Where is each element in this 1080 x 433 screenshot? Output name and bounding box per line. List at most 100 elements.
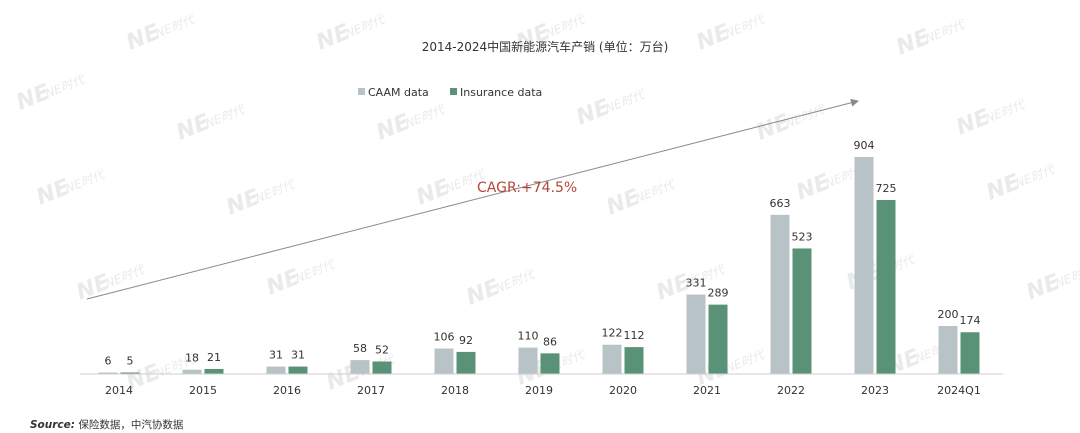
watermark-text: NE时代 (203, 102, 248, 131)
data-label: 5 (127, 355, 134, 368)
data-label: 122 (602, 327, 623, 340)
bar (960, 332, 980, 374)
data-label: 200 (938, 308, 959, 321)
bar (770, 214, 790, 374)
watermark-text: NE时代 (293, 257, 338, 286)
bar (876, 199, 896, 374)
bar (204, 368, 224, 374)
data-label: 904 (854, 139, 875, 152)
x-tick-label: 2016 (273, 384, 301, 397)
watermark-text: NE时代 (543, 12, 588, 41)
legend-item: CAAM data (358, 86, 429, 99)
bar (708, 304, 728, 374)
bar (266, 366, 286, 374)
watermark-text: NE时代 (923, 17, 968, 46)
x-tick-label: 2014 (105, 384, 133, 397)
source-note: Source: 保险数据，中汽协数据 (30, 417, 183, 432)
x-tick-label: 2023 (861, 384, 889, 397)
watermark-text: NE时代 (983, 97, 1028, 126)
x-tick-label: 2021 (693, 384, 721, 397)
watermark-text: NE时代 (43, 72, 88, 101)
bar (540, 353, 560, 374)
chart-title: 2014-2024中国新能源汽车产销 (单位：万台) (422, 39, 669, 54)
bar (182, 369, 202, 374)
legend: CAAM data Insurance data (358, 86, 542, 99)
bar (624, 347, 644, 374)
cagr-arrow (86, 98, 859, 300)
data-label: 289 (708, 287, 729, 300)
bar (938, 325, 958, 374)
data-label: 106 (434, 331, 455, 344)
bar (792, 248, 812, 374)
watermark-text: NE时代 (103, 262, 148, 291)
data-label: 174 (960, 314, 981, 327)
watermark-text: NE时代 (723, 12, 768, 41)
bar (456, 351, 476, 374)
watermark-text: NE时代 (153, 12, 198, 41)
x-tick-label: 2018 (441, 384, 469, 397)
bar (288, 366, 308, 374)
x-tick-label: 2020 (609, 384, 637, 397)
legend-swatch (358, 88, 365, 95)
data-label: 31 (291, 349, 305, 362)
x-tick-label: 2015 (189, 384, 217, 397)
cagr-annotation: CAGR:+74.5% (86, 98, 859, 300)
watermark-text: NE时代 (253, 177, 298, 206)
data-label: 6 (105, 355, 112, 368)
watermark-text: NE时代 (343, 12, 388, 41)
watermark-text: NE时代 (1013, 162, 1058, 191)
data-label: 110 (518, 330, 539, 343)
data-label: 725 (876, 182, 897, 195)
cagr-label: CAGR:+74.5% (477, 180, 577, 196)
watermark-text: NE时代 (1053, 262, 1080, 291)
bar (98, 372, 118, 374)
bar (434, 348, 454, 374)
watermark-text: NE时代 (493, 267, 538, 296)
watermark-text: NE时代 (633, 177, 678, 206)
bar (350, 360, 370, 374)
bar (372, 361, 392, 374)
data-label: 112 (624, 329, 645, 342)
data-label: 21 (207, 351, 221, 364)
legend-label: Insurance data (460, 86, 542, 99)
source-label: Source: (30, 419, 75, 431)
watermark-text: NE时代 (603, 87, 648, 116)
watermark-text: NE时代 (723, 347, 768, 376)
legend-item: Insurance data (450, 86, 542, 99)
bar (854, 157, 874, 374)
data-label: 523 (792, 230, 813, 243)
data-label: 52 (375, 344, 389, 357)
data-label: 663 (770, 197, 791, 210)
bars (98, 157, 980, 374)
data-label: 58 (353, 342, 367, 355)
data-label: 31 (269, 349, 283, 362)
x-axis-ticks: 2014 2015 2016 2017 2018 2019 2020 2021 2022 2023… (105, 384, 981, 397)
watermark-text: NE时代 (63, 167, 108, 196)
legend-label: CAAM data (368, 86, 429, 99)
watermark-text: NE时代 (403, 102, 448, 131)
data-label: 18 (185, 352, 199, 365)
data-label: 331 (686, 277, 707, 290)
source-text: 保险数据，中汽协数据 (78, 419, 184, 431)
x-tick-label: 2019 (525, 384, 553, 397)
data-label: 92 (459, 334, 473, 347)
